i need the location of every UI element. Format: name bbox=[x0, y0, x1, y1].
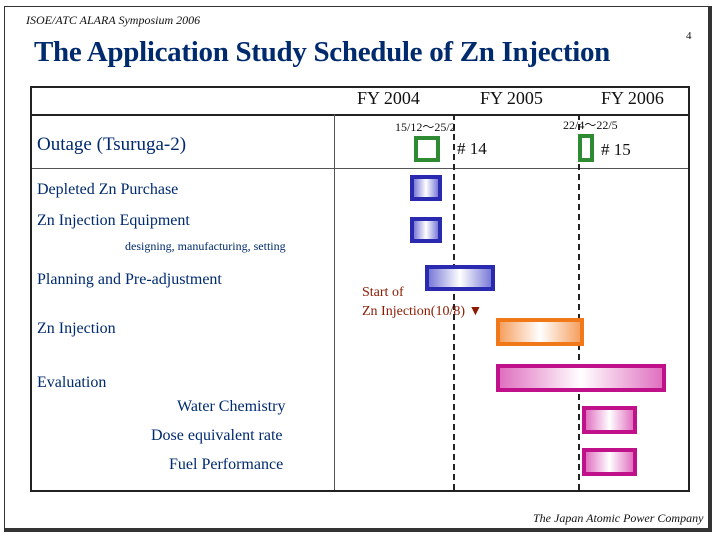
outage-label: Outage (Tsuruga-2) bbox=[37, 134, 187, 155]
outage-divider bbox=[32, 168, 688, 169]
bar-zn-injection bbox=[496, 318, 584, 346]
fy-2004-label: FY 2004 bbox=[357, 88, 420, 108]
start-annotation-line2: Zn Injection(10/8) ▼ bbox=[362, 304, 483, 319]
row-zn-injection: Zn Injection bbox=[37, 320, 116, 337]
outage-15-number: # 15 bbox=[601, 140, 631, 159]
outage-14-dates: 15/12～25/2 bbox=[395, 120, 456, 134]
outage-15-box bbox=[578, 134, 594, 162]
schedule-table bbox=[30, 86, 690, 492]
label-column-divider bbox=[334, 114, 335, 490]
eval-fuel-performance: Fuel Performance bbox=[169, 456, 284, 473]
row-evaluation: Evaluation bbox=[37, 374, 107, 391]
bar-evaluation bbox=[496, 364, 666, 392]
bar-planning-pre-adjustment bbox=[425, 265, 495, 291]
row-zn-injection-equipment: Zn Injection Equipment bbox=[37, 212, 190, 229]
outage-15-marker-line bbox=[578, 114, 580, 490]
outage-14-marker-line bbox=[453, 114, 455, 490]
slide-frame bbox=[4, 6, 712, 532]
slide-number: 4 bbox=[686, 30, 692, 42]
page-title: The Application Study Schedule of Zn Inj… bbox=[34, 36, 610, 68]
conference-header: ISOE/ATC ALARA Symposium 2006 bbox=[26, 13, 201, 27]
start-annotation-line1: Start of bbox=[362, 285, 404, 300]
bar-zn-injection-equipment bbox=[410, 217, 442, 243]
row-equipment-subtitle: designing, manufacturing, setting bbox=[125, 239, 286, 253]
outage-14-number: # 14 bbox=[457, 139, 487, 158]
header-divider bbox=[32, 114, 688, 116]
outage-15-dates: 22/4～22/5 bbox=[563, 118, 618, 132]
bar-depleted-zn-purchase bbox=[410, 175, 442, 201]
eval-dose-equivalent-rate: Dose equivalent rate bbox=[151, 427, 283, 444]
bar-water-chemistry bbox=[582, 406, 637, 434]
eval-water-chemistry: Water Chemistry bbox=[177, 398, 286, 415]
outage-14-box bbox=[414, 136, 440, 162]
row-planning: Planning and Pre-adjustment bbox=[37, 271, 222, 288]
row-depleted-zn-purchase: Depleted Zn Purchase bbox=[37, 181, 179, 198]
fy-2005-label: FY 2005 bbox=[480, 88, 543, 108]
bar-fuel-performance bbox=[582, 448, 637, 476]
footer-company: The Japan Atomic Power Company bbox=[533, 511, 704, 525]
fy-2006-label: FY 2006 bbox=[601, 88, 664, 108]
